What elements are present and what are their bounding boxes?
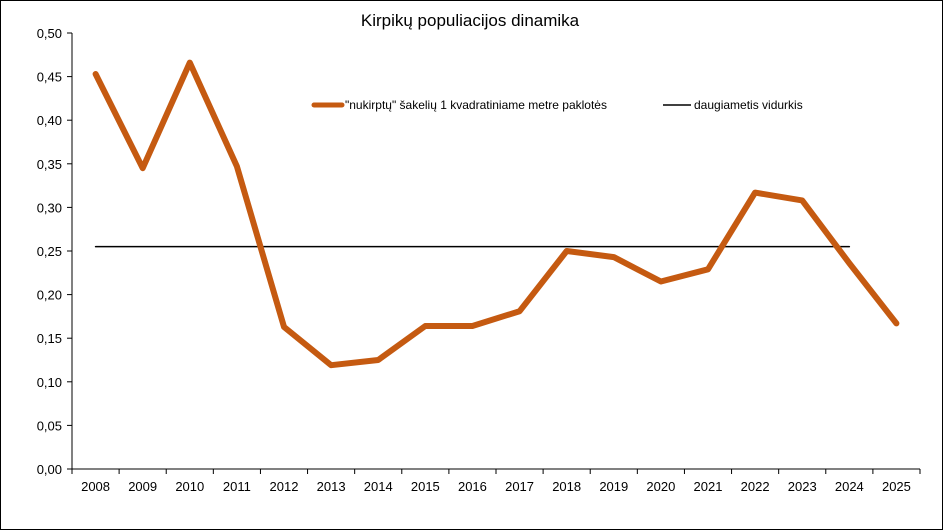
y-tick-label: 0,15	[37, 331, 62, 346]
y-tick-label: 0,25	[37, 244, 62, 259]
x-tick-label: 2014	[364, 479, 393, 494]
x-tick-label: 2008	[81, 479, 110, 494]
legend-label-series-1: "nukirptų" šakelių 1 kvadratiniame metre…	[345, 98, 607, 112]
y-tick-label: 0,40	[37, 113, 62, 128]
x-tick-label: 2024	[835, 479, 864, 494]
x-tick-label: 2021	[694, 479, 723, 494]
x-tick-label: 2019	[599, 479, 628, 494]
y-tick-label: 0,35	[37, 157, 62, 172]
x-tick-label: 2011	[223, 479, 251, 494]
x-tick-label: 2022	[741, 479, 770, 494]
y-tick-label: 0,00	[37, 462, 62, 477]
x-tick-label: 2018	[552, 479, 581, 494]
x-tick-label: 2016	[458, 479, 487, 494]
x-axis-ticks: 2008 2009 2010 2011 2012 2013 2014 2015 2016 2017…	[71, 469, 921, 494]
x-tick-label: 2023	[788, 479, 817, 494]
y-tick-label: 0,30	[37, 200, 62, 215]
x-tick-label: 2015	[411, 479, 440, 494]
x-tick-label: 2013	[317, 479, 346, 494]
legend-label-series-2: daugiametis vidurkis	[694, 98, 803, 112]
x-tick-label: 2017	[505, 479, 534, 494]
y-tick-label: 0,05	[37, 418, 62, 433]
series-line-1	[92, 59, 900, 369]
series-layer	[92, 59, 900, 369]
x-tick-label: 2020	[646, 479, 675, 494]
y-axis-ticks: 0,00 0,05 0,10 0,15 0,20 0,25 0,30 0,35 0,40 0,45…	[37, 26, 72, 477]
chart-title: Kirpikų populiacijos dinamika	[361, 11, 580, 30]
y-tick-label: 0,50	[37, 26, 62, 41]
y-tick-label: 0,45	[37, 70, 62, 85]
x-tick-label: 2012	[270, 479, 299, 494]
x-tick-label: 2025	[882, 479, 911, 494]
x-tick-label: 2009	[128, 479, 157, 494]
x-tick-label: 2010	[175, 479, 204, 494]
legend: "nukirptų" šakelių 1 kvadratiniame metre…	[311, 98, 803, 112]
y-tick-label: 0,10	[37, 375, 62, 390]
y-tick-label: 0,20	[37, 288, 62, 303]
